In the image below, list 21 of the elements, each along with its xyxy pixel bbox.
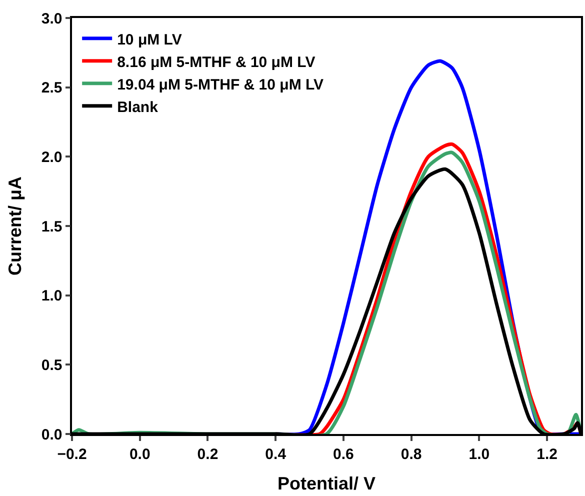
x-tick-label: 0.0 <box>129 446 150 463</box>
y-tick-label: 1.5 <box>41 218 62 236</box>
x-tick-label: −0.2 <box>57 446 87 463</box>
legend-label: Blank <box>117 98 159 116</box>
y-axis-title: Current/ μA <box>5 176 26 276</box>
x-tick-label: 0.4 <box>265 446 287 463</box>
legend-label: 8.16 μM 5-MTHF & 10 μM LV <box>117 54 316 71</box>
legend-label: 19.04 μM 5-MTHF & 10 μM LV <box>117 76 324 94</box>
y-tick-label: 2.5 <box>41 80 62 97</box>
y-tick-label: 0.0 <box>41 426 62 444</box>
legend-label: 10 μM LV <box>117 31 182 48</box>
x-tick-label: 0.6 <box>333 446 354 463</box>
x-tick-label: 0.8 <box>400 446 422 463</box>
x-tick-label: 1.2 <box>536 446 558 463</box>
y-tick-label: 2.0 <box>41 148 62 166</box>
x-tick-label: 0.2 <box>197 446 218 463</box>
y-tick-label: 1.0 <box>41 288 62 305</box>
y-tick-label: 0.5 <box>41 356 62 374</box>
x-axis-title: Potential/ V <box>277 473 376 494</box>
x-tick-label: 1.0 <box>468 446 490 463</box>
y-tick-label: 3.0 <box>41 10 62 28</box>
